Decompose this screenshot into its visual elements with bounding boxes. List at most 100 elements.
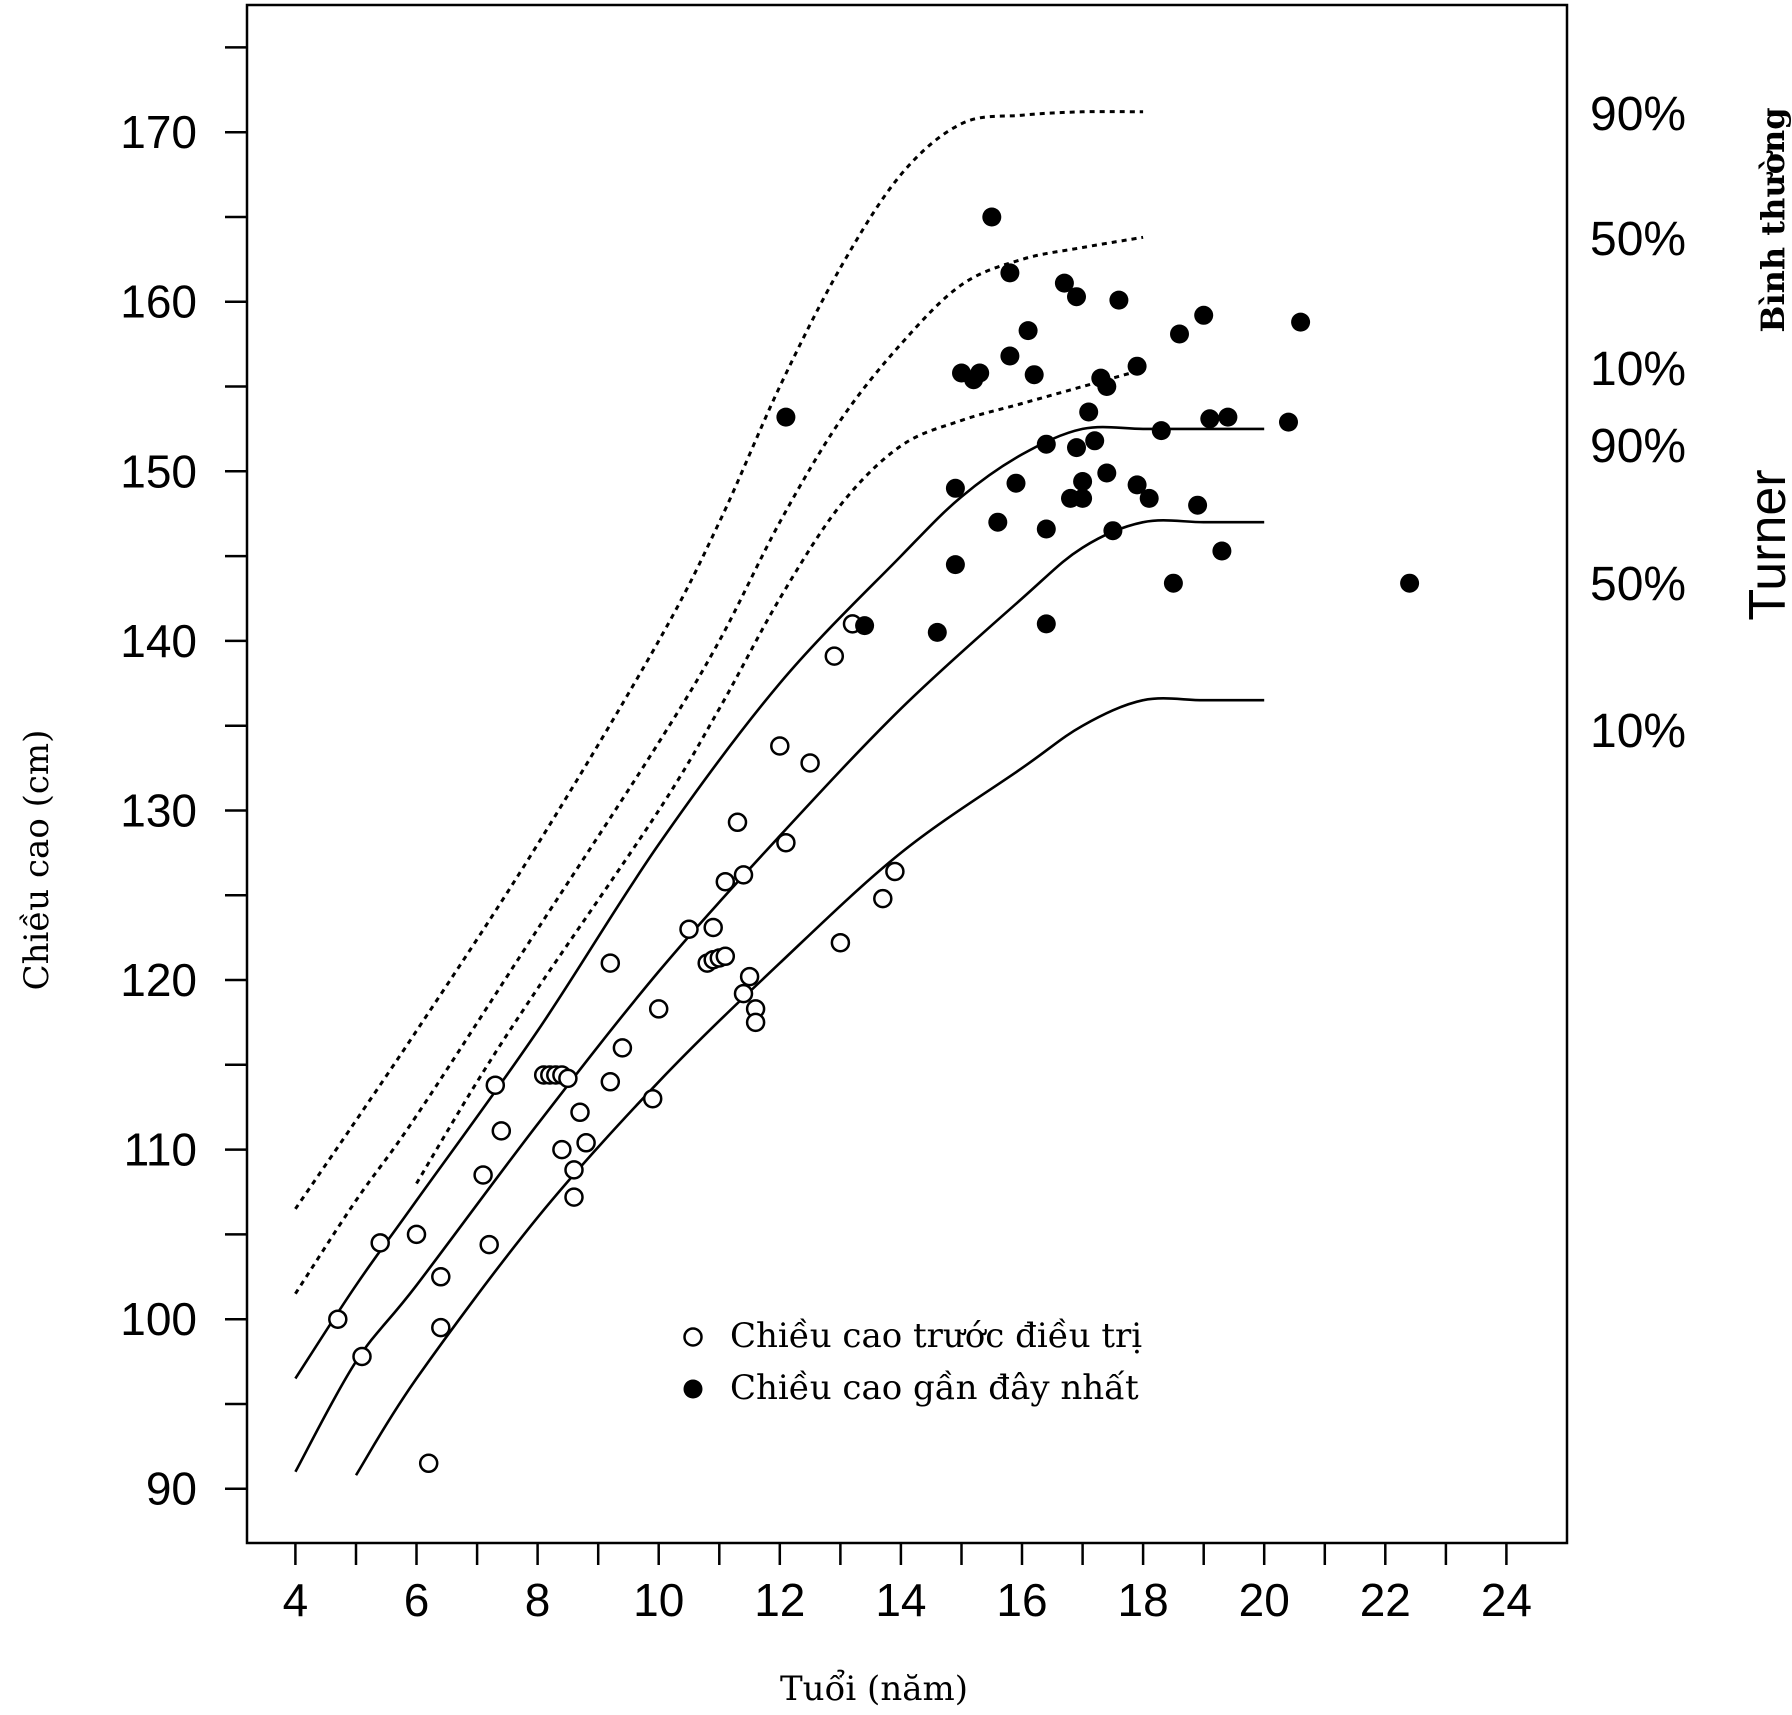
pct-label-turner-10: 10% [1590, 705, 1686, 758]
curve-normal-50 [294, 235, 1144, 1295]
data-point-latest [1018, 321, 1038, 341]
data-point-pretreatment [642, 1088, 663, 1109]
data-point-pretreatment [576, 1133, 596, 1153]
data-point-latest [1000, 346, 1020, 366]
data-point-pretreatment [352, 1346, 372, 1367]
data-point-pretreatment [739, 966, 760, 987]
data-point-latest [1127, 356, 1147, 376]
data-point-latest [945, 478, 965, 498]
data-point-pretreatment [406, 1224, 427, 1245]
curve-turner-90 [294, 425, 1265, 1380]
data-point-latest [1067, 287, 1086, 307]
data-points [328, 207, 1420, 1474]
x-tick-label: 20 [1239, 1574, 1290, 1626]
plot-frame [245, 3, 1569, 1545]
data-point-latest [1103, 521, 1123, 541]
data-point-pretreatment [479, 1234, 499, 1255]
data-point-pretreatment [715, 871, 736, 892]
data-point-latest [1006, 473, 1026, 493]
y-tick-label: 140 [120, 615, 197, 667]
legend-filled-marker [683, 1379, 703, 1399]
data-point-pretreatment [564, 1187, 584, 1207]
data-point-latest [945, 555, 965, 575]
data-point-pretreatment [830, 932, 851, 953]
data-point-latest [1127, 475, 1147, 495]
y-axis-title: Chiều cao (cm) [17, 730, 57, 991]
y-axis: 90 100 110 120 130 140 150 160 170 [120, 46, 247, 1515]
y-tick-label: 100 [120, 1293, 197, 1345]
data-point-pretreatment [745, 1012, 766, 1033]
x-tick-label: 8 [525, 1574, 551, 1626]
pct-label-turner-50: 50% [1590, 558, 1686, 611]
data-point-latest [1151, 421, 1171, 441]
data-point-latest [1097, 463, 1117, 483]
data-point-latest [1188, 495, 1208, 515]
data-point-pretreatment [328, 1309, 348, 1329]
data-point-latest [1200, 409, 1220, 429]
data-point-latest [1400, 573, 1420, 593]
data-point-latest [1036, 519, 1056, 539]
x-tick-label: 10 [633, 1574, 684, 1626]
data-point-pretreatment [418, 1453, 439, 1474]
data-point-pretreatment [558, 1068, 578, 1089]
data-point-pretreatment [703, 917, 723, 938]
data-point-pretreatment [824, 646, 845, 666]
y-tick-label: 90 [146, 1463, 197, 1515]
data-point-latest [1036, 434, 1056, 454]
data-point-latest [1194, 305, 1214, 325]
curve-normal-90 [294, 110, 1144, 1210]
data-point-latest [1079, 402, 1099, 422]
data-point-pretreatment [600, 953, 621, 973]
data-point-latest [1000, 263, 1020, 283]
data-point-latest [1097, 377, 1117, 396]
y-tick-label: 110 [124, 1124, 197, 1176]
data-point-latest [1109, 290, 1129, 310]
data-point-pretreatment [776, 832, 796, 853]
y-tick-label: 150 [120, 445, 197, 497]
legend-label-pretreatment: Chiều cao trước điều trị [730, 1316, 1142, 1356]
data-point-latest [1067, 438, 1086, 458]
x-tick-label: 24 [1481, 1574, 1532, 1626]
group-label-turner: Turner [1739, 469, 1792, 620]
data-point-latest [1170, 324, 1189, 344]
data-point-pretreatment [727, 812, 748, 833]
x-tick-label: 6 [404, 1574, 430, 1626]
pct-label-normal-50: 50% [1590, 213, 1686, 266]
data-point-pretreatment [885, 861, 905, 882]
data-point-pretreatment [431, 1317, 451, 1338]
data-point-pretreatment [733, 865, 754, 885]
x-tick-label: 18 [1118, 1574, 1169, 1626]
data-point-latest [927, 622, 947, 642]
data-point-latest [1036, 614, 1056, 634]
data-point-latest [982, 207, 1002, 227]
x-tick-label: 14 [875, 1574, 926, 1626]
data-point-pretreatment [370, 1233, 390, 1253]
data-point-pretreatment [770, 736, 790, 756]
data-point-latest [1073, 472, 1093, 491]
data-point-pretreatment [570, 1102, 590, 1123]
x-axis-title: Tuổi (năm) [780, 1669, 968, 1709]
x-tick-label: 16 [996, 1574, 1047, 1626]
data-point-pretreatment [485, 1075, 506, 1095]
curve-turner-10 [354, 697, 1265, 1476]
curve-normal-10 [415, 368, 1144, 1185]
data-point-pretreatment [679, 919, 699, 939]
x-tick-label: 12 [754, 1574, 805, 1626]
pct-label-normal-90: 90% [1590, 88, 1686, 141]
data-point-latest [776, 407, 796, 427]
data-point-pretreatment [800, 753, 820, 773]
x-tick-label: 22 [1360, 1574, 1411, 1626]
data-point-pretreatment [612, 1038, 633, 1058]
group-label-normal: Bình thường [1754, 107, 1792, 332]
y-tick-label: 160 [120, 276, 197, 328]
data-point-latest [1054, 273, 1074, 293]
data-point-latest [1279, 412, 1298, 432]
data-point-latest [855, 616, 875, 636]
legend: Chiều cao trước điều trị Chiều cao gần đ… [683, 1316, 1142, 1408]
x-tick-label: 4 [283, 1574, 309, 1626]
pct-label-normal-10: 10% [1590, 343, 1686, 396]
data-point-latest [970, 363, 990, 383]
percentile-labels: 90% 50% 10% 90% 50% 10% [1590, 88, 1686, 758]
data-point-latest [1291, 312, 1311, 332]
